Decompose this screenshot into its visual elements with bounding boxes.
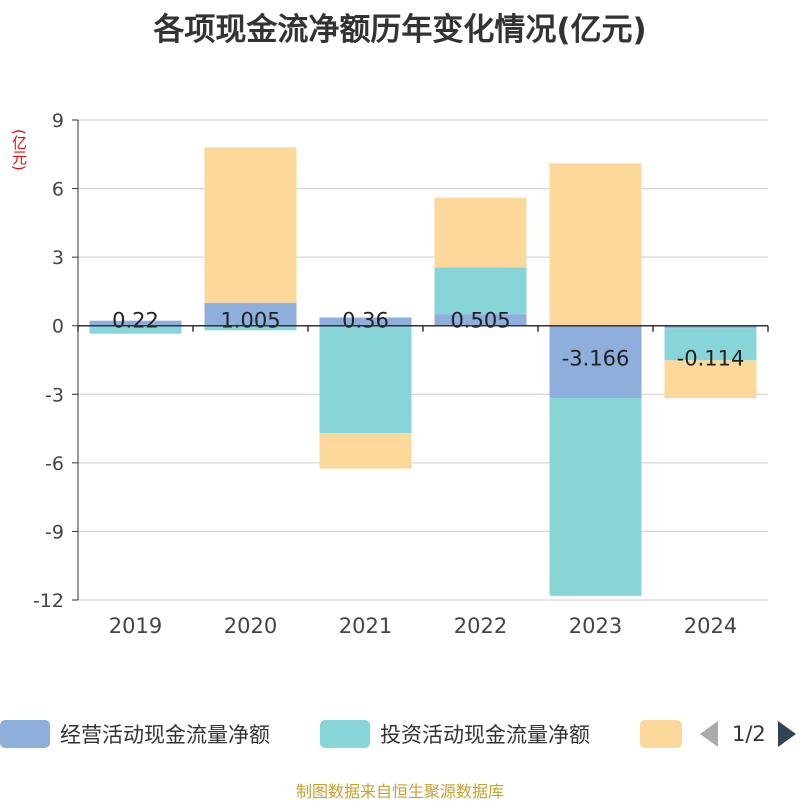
bar-investing-2022 — [434, 267, 527, 315]
bar-operating-2022 — [434, 314, 527, 326]
bar-operating-2020 — [204, 302, 297, 326]
legend-swatch-investing — [320, 720, 370, 748]
y-tick-label: -6 — [45, 453, 64, 475]
bar-operating-2024 — [664, 325, 757, 329]
data-source-note: 制图数据来自恒生聚源数据库 — [295, 782, 504, 801]
bar-financing-2021 — [319, 433, 412, 469]
legend-next-page-icon[interactable] — [777, 721, 796, 747]
data-label-2024: -0.114 — [677, 347, 745, 371]
y-tick-label: 0 — [52, 316, 64, 338]
chart-title: 各项现金流净额历年变化情况(亿元) — [153, 12, 647, 48]
data-label-2023: -3.166 — [562, 347, 630, 371]
legend-swatch-operating — [0, 720, 50, 748]
bar-operating-2023 — [549, 325, 642, 399]
y-tick-label: -12 — [33, 590, 64, 612]
bar-investing-2024 — [664, 328, 757, 361]
data-label-2019: 0.22 — [112, 309, 159, 333]
bar-investing-2021 — [319, 325, 412, 434]
bar-financing-2023 — [549, 163, 642, 326]
y-tick-label: 9 — [52, 110, 64, 132]
bar-investing-2020 — [204, 325, 297, 331]
bar-operating-2021 — [319, 317, 412, 326]
legend-swatch-financing — [640, 720, 682, 748]
bar-operating-2019 — [89, 320, 182, 326]
data-label-2020: 1.005 — [220, 309, 280, 333]
bar-financing-2020 — [204, 147, 297, 303]
y-tick-label: 6 — [52, 179, 64, 201]
y-tick-label: -9 — [45, 521, 64, 543]
legend-label-investing: 投资活动现金流量净额 — [380, 723, 590, 747]
legend: 经营活动现金流量净额 投资活动现金流量净额 1/2 — [0, 714, 800, 754]
bar-financing-2024 — [664, 360, 757, 399]
legend-page-indicator: 1/2 — [732, 722, 766, 746]
x-category-label-2024: 2024 — [684, 614, 737, 638]
legend-prev-page-icon[interactable] — [700, 721, 718, 747]
x-category-label-2019: 2019 — [109, 614, 162, 638]
legend-item-investing[interactable]: 投资活动现金流量净额 — [320, 718, 590, 750]
data-label-2022: 0.505 — [450, 309, 510, 333]
y-tick-label: 3 — [52, 247, 64, 269]
bar-investing-2019 — [89, 325, 182, 334]
stacked-bar-chart: 9 6 3 0 -3 -6 -9 -12 0.22 1.005 0.36 0.505 -3.166 -0.… — [33, 110, 769, 638]
x-category-label-2021: 2021 — [339, 614, 392, 638]
x-category-label-2022: 2022 — [454, 614, 507, 638]
x-category-label-2023: 2023 — [569, 614, 622, 638]
bar-financing-2022 — [434, 197, 527, 268]
data-label-2021: 0.36 — [342, 309, 389, 333]
y-tick-label: -3 — [45, 384, 64, 406]
bar-investing-2023 — [549, 398, 642, 596]
legend-item-operating[interactable]: 经营活动现金流量净额 — [0, 718, 270, 750]
y-axis-unit-label: (亿元) — [10, 129, 28, 171]
x-category-label-2020: 2020 — [224, 614, 277, 638]
legend-label-operating: 经营活动现金流量净额 — [60, 723, 270, 747]
legend-item-financing[interactable] — [640, 718, 682, 750]
legend-pager: 1/2 — [700, 718, 796, 750]
